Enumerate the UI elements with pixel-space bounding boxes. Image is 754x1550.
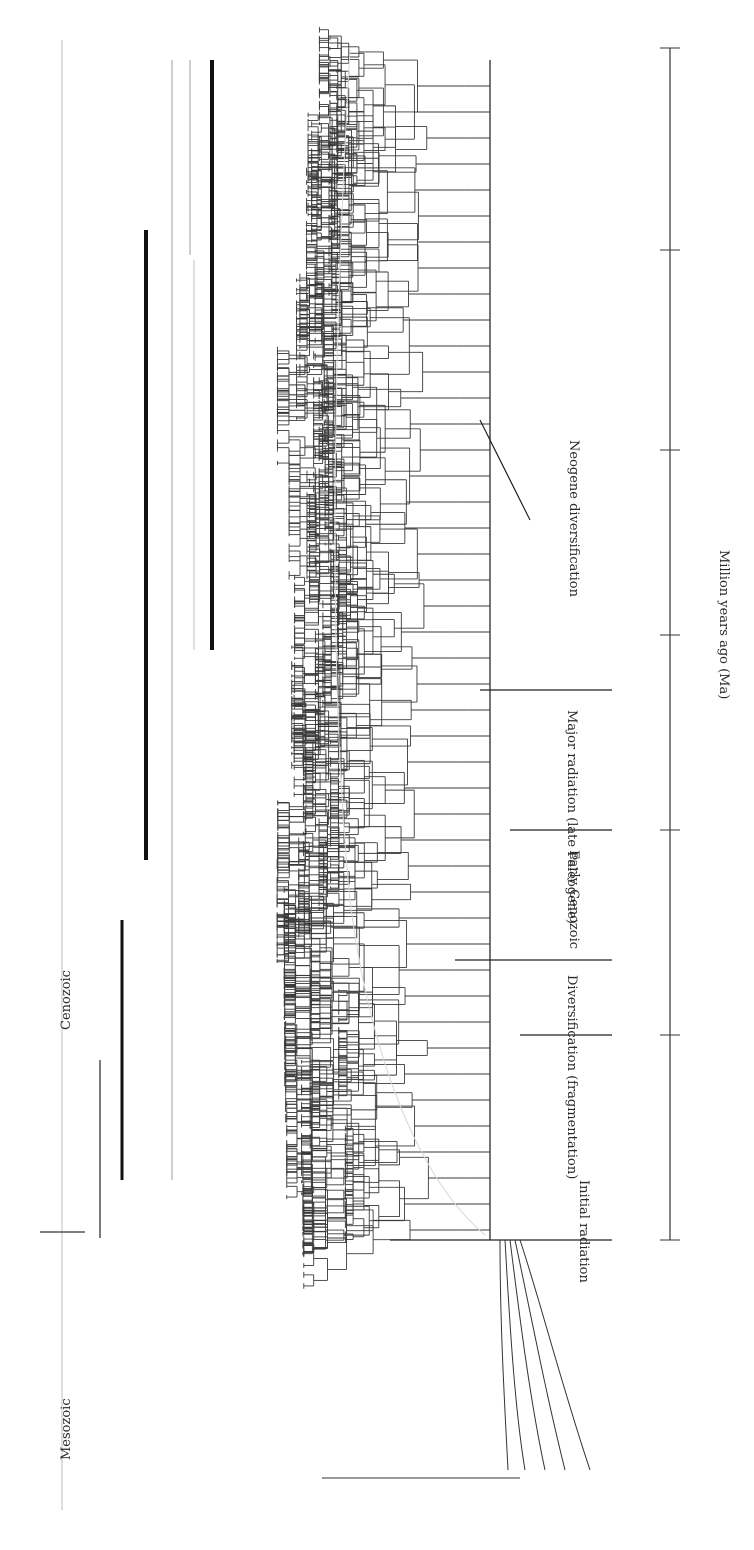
range-bars bbox=[99, 60, 214, 1238]
era-label-mesozoic: Mesozoic bbox=[59, 1398, 74, 1460]
phylogenetic-tree bbox=[276, 26, 490, 1289]
top-timeline: Cenozoic Mesozoic bbox=[40, 40, 85, 1510]
era-label-cenozoic: Cenozoic bbox=[59, 970, 74, 1030]
